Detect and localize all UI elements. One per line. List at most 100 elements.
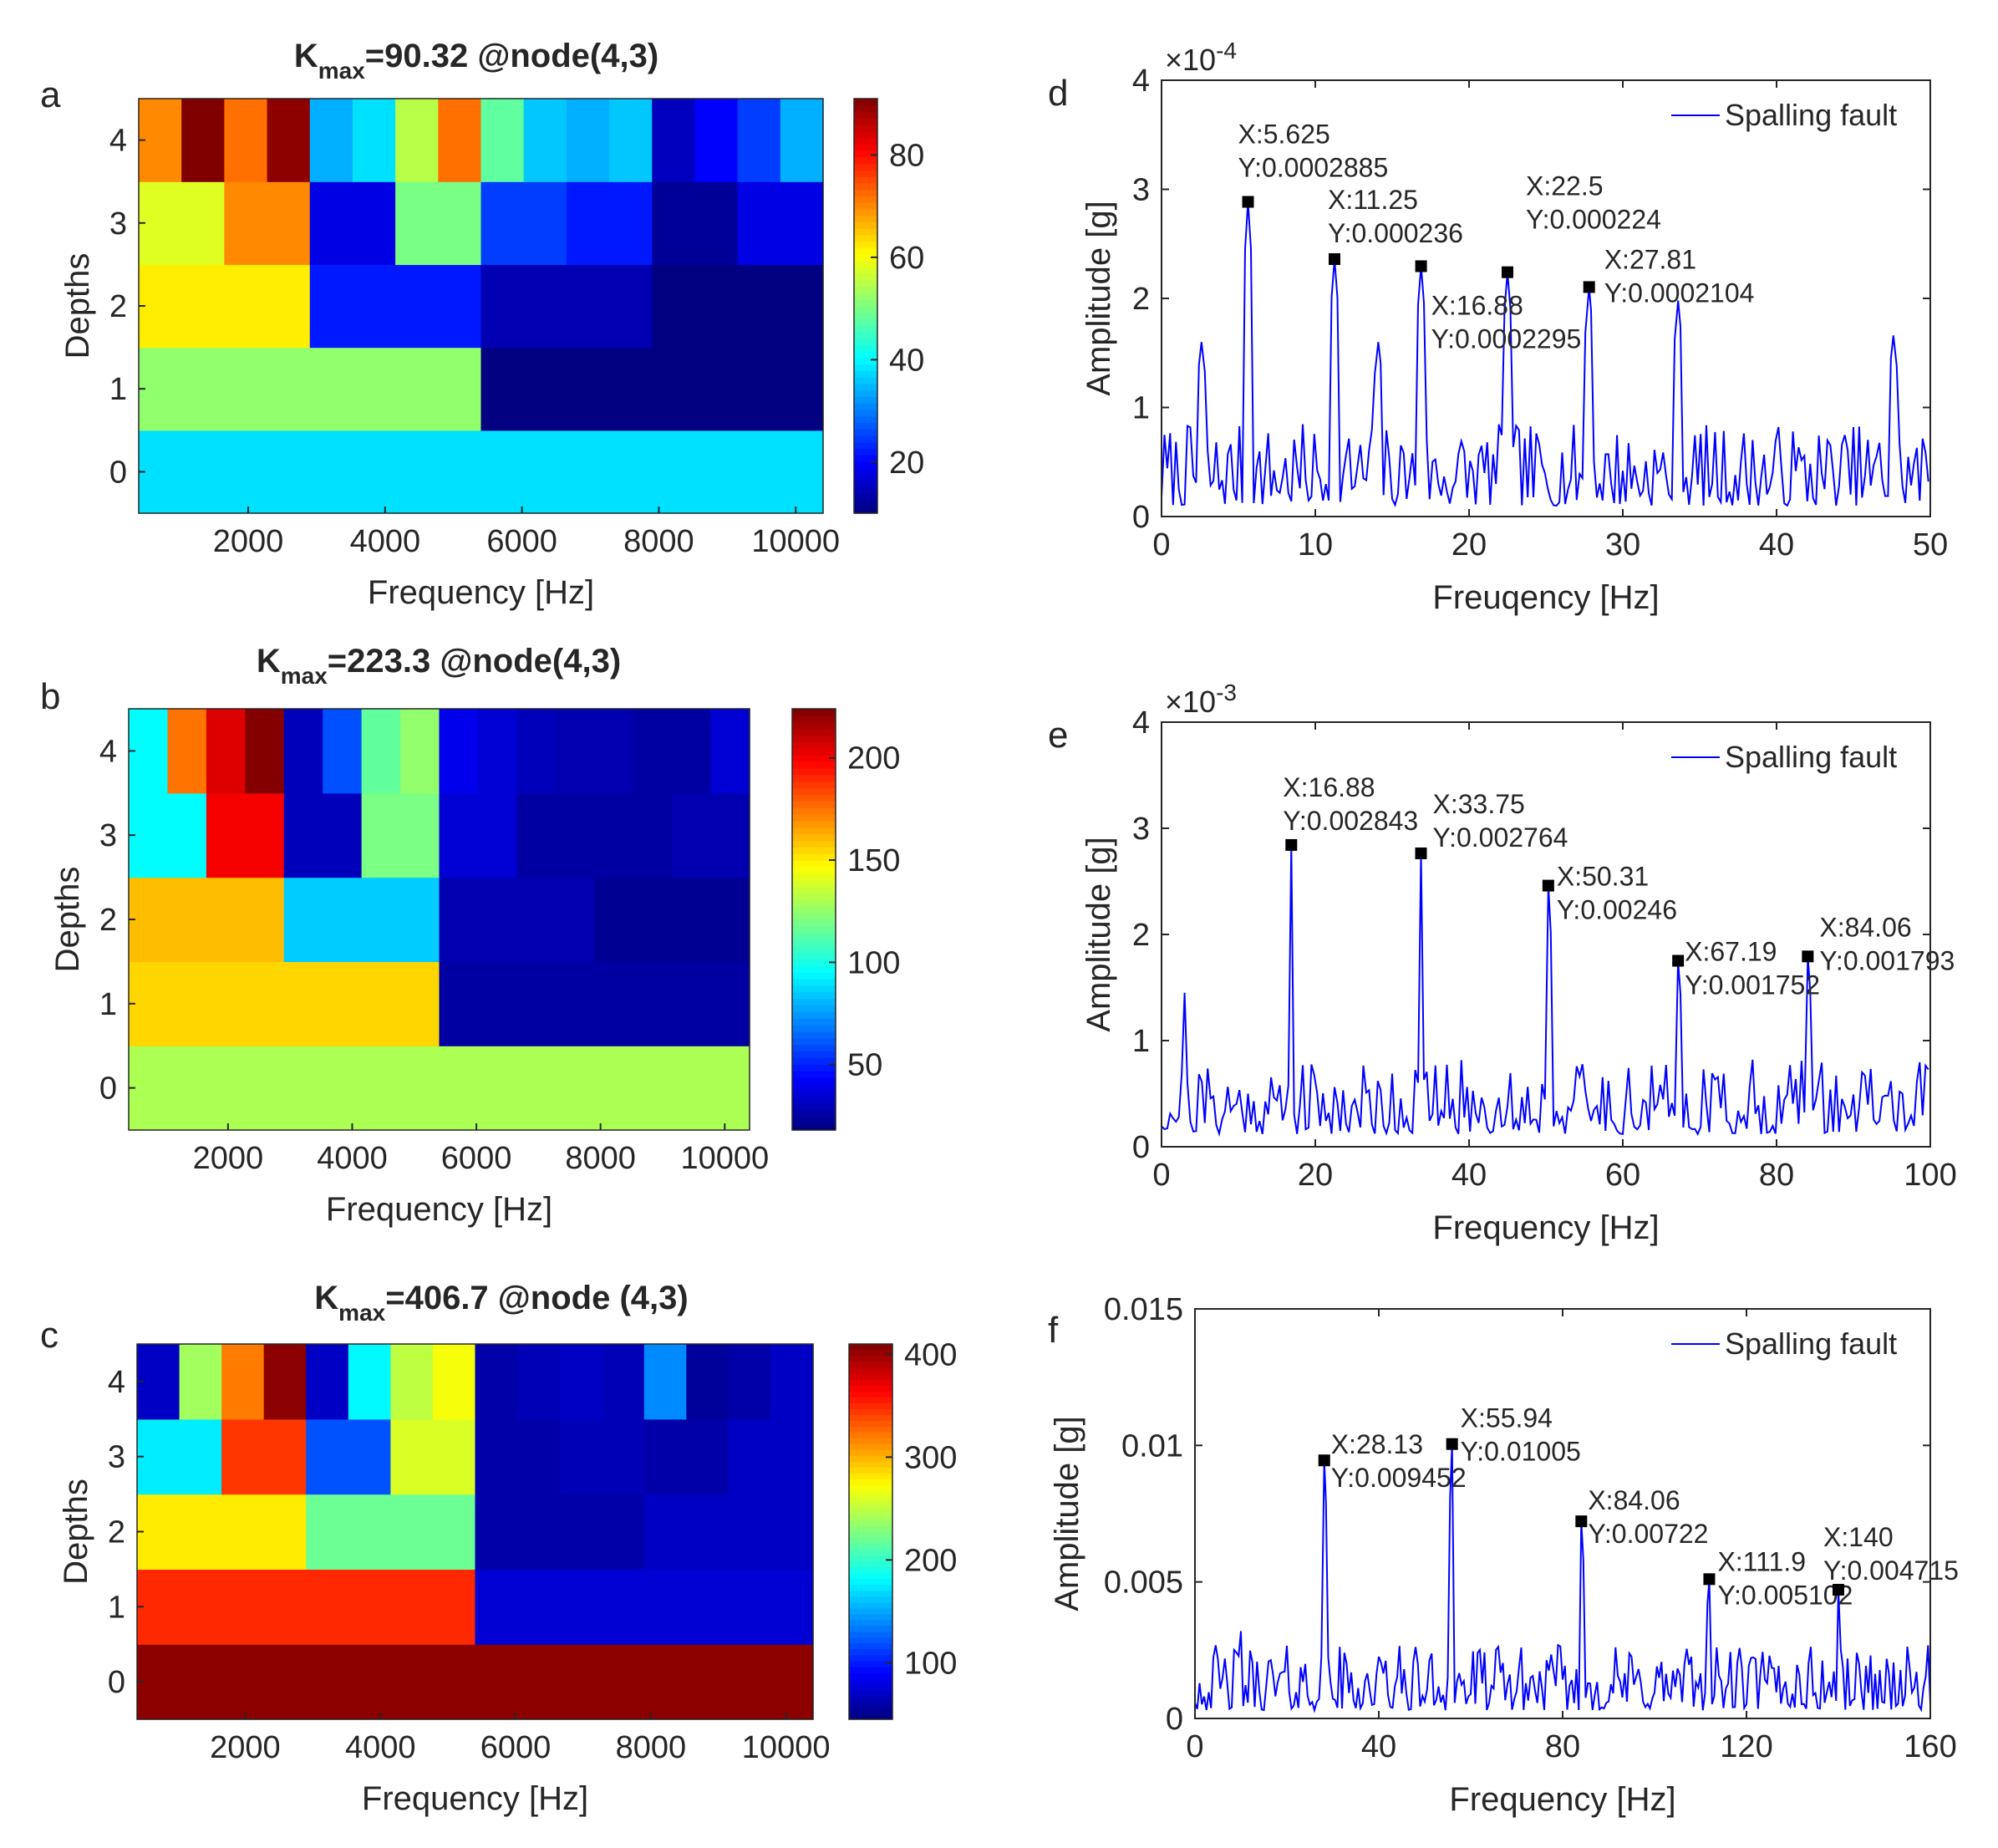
colorbar-segment [792, 998, 836, 1005]
colorbar-segment [854, 293, 877, 300]
colorbar-segment [792, 774, 836, 782]
colorbar-segment [792, 761, 836, 769]
colorbar-segment [854, 332, 877, 339]
x-axis-label-c: Frequency [Hz] [362, 1780, 588, 1817]
colorbar-segment [792, 840, 836, 848]
y-tick-label: 0.015 [1104, 1292, 1183, 1327]
colorbar-segment [792, 715, 836, 723]
colorbar-segment [854, 410, 877, 417]
colorbar-segment [854, 344, 877, 352]
panel-label-f: f [1048, 1310, 1059, 1351]
y-exponent-power: -3 [1216, 680, 1237, 705]
colorbar-segment [792, 952, 836, 960]
heatmap-cell [224, 99, 268, 182]
heatmap-cell [652, 181, 739, 265]
colorbar-segment [849, 1385, 892, 1392]
colorbar-segment [854, 299, 877, 307]
heatmap-cell [602, 1344, 645, 1420]
colorbar-segment [792, 985, 836, 993]
colorbar-segment [854, 306, 877, 313]
colorbar-segment [792, 1083, 836, 1092]
heatmap-cell [361, 792, 440, 878]
annotation-y: Y:0.001793 [1819, 945, 1955, 975]
colorbar-segment [792, 847, 836, 854]
peak-marker [1446, 1438, 1458, 1450]
heatmap-cell [139, 99, 182, 182]
y-tick-label: 1 [108, 1590, 125, 1625]
colorbar-segment [792, 1064, 836, 1072]
colorbar-segment [792, 978, 836, 986]
heatmap-cell [390, 1418, 476, 1495]
colorbar-segment [849, 1520, 892, 1527]
colorbar-segment [854, 104, 877, 113]
heatmap-cell [555, 709, 595, 794]
colorbar-segment [854, 228, 877, 236]
peak-marker [1833, 1583, 1844, 1596]
y-tick-label: 1 [1132, 1024, 1150, 1059]
colorbar-segment [849, 1642, 892, 1650]
colorbar-segment [849, 1654, 892, 1662]
heatmap-cell [686, 1344, 730, 1420]
heatmap-cell [283, 709, 323, 794]
colorbar-segment [849, 1461, 892, 1468]
colorbar-segment [849, 1689, 892, 1697]
colorbar-segment [854, 507, 877, 514]
x-tick-label: 4000 [345, 1730, 416, 1765]
colorbar-segment [792, 1005, 836, 1012]
heatmap-cells-b [129, 709, 750, 1131]
colorbar-segment [849, 1367, 892, 1374]
x-axis-label-d: Freuqency [Hz] [1432, 579, 1659, 616]
peak-marker [1802, 950, 1814, 963]
colorbar-segment [854, 170, 877, 177]
colorbar-segment [849, 1438, 892, 1444]
annotation-y: Y:0.005102 [1717, 1580, 1853, 1610]
annotation-x: X:111.9 [1717, 1546, 1806, 1576]
colorbar-segment [854, 351, 877, 359]
annotation-x: X:67.19 [1685, 936, 1777, 966]
colorbar-segment [854, 435, 877, 443]
panel-f: f 0 40 80 120 160 0 0.005 0.01 0.015 Frequency [Hz… [1048, 1292, 1959, 1818]
heatmap-cell [652, 264, 824, 349]
colorbar-segment [854, 202, 877, 210]
peak-marker [1415, 847, 1427, 859]
y-exponent-base: ×10 [1165, 685, 1216, 719]
heatmap-cell [206, 709, 246, 794]
y-tick-label: 0 [1132, 500, 1150, 535]
colorbar-segment [792, 801, 836, 808]
colorbar-segment [849, 1537, 892, 1545]
y-tick-label: 3 [99, 818, 117, 853]
heatmap-cell [139, 347, 482, 431]
peak-marker [1285, 838, 1298, 851]
colorbar-segment [792, 939, 836, 947]
y-tick-label: 1 [99, 987, 117, 1022]
colorbar-segment [849, 1578, 892, 1586]
heatmap-cell [694, 99, 739, 182]
y-axis-label-c: Depths [58, 1479, 94, 1585]
colorbar-segment [854, 182, 877, 191]
y-tick-label: 4 [108, 1365, 125, 1400]
colorbar-segment [792, 781, 836, 789]
annotation-x: X:140 [1823, 1522, 1894, 1552]
heatmap-cell [221, 1344, 265, 1420]
y-tick-label: 3 [1132, 812, 1150, 847]
colorbar-segment [849, 1473, 892, 1479]
heatmap-cell [475, 1569, 814, 1645]
colorbar-segment [792, 1057, 836, 1065]
panel-d: d 0 10 20 30 40 50 0 1 2 3 4 ×10-4 Freuqency [Hz] Ampl… [1048, 38, 1948, 616]
colorbar-segment [849, 1420, 892, 1427]
colorbar-segment [849, 1514, 892, 1521]
spectrum-line-f [1194, 1443, 1931, 1713]
x-tick-label: 8000 [623, 524, 694, 559]
colorbar-segment [792, 899, 836, 907]
colorbar-segment [849, 1391, 892, 1397]
heatmap-cell [728, 1418, 814, 1495]
heatmap-cell [517, 1344, 561, 1420]
plot-frame-f [1194, 1308, 1931, 1719]
heatmap-cell [361, 709, 401, 794]
colorbar-segment [849, 1432, 892, 1438]
heatmap-cell [137, 1418, 222, 1495]
colorbar-segment [854, 461, 877, 469]
colorbar-segment [854, 338, 877, 346]
colorbar-segment [792, 787, 836, 795]
x-tick-label: 40 [1759, 527, 1794, 563]
